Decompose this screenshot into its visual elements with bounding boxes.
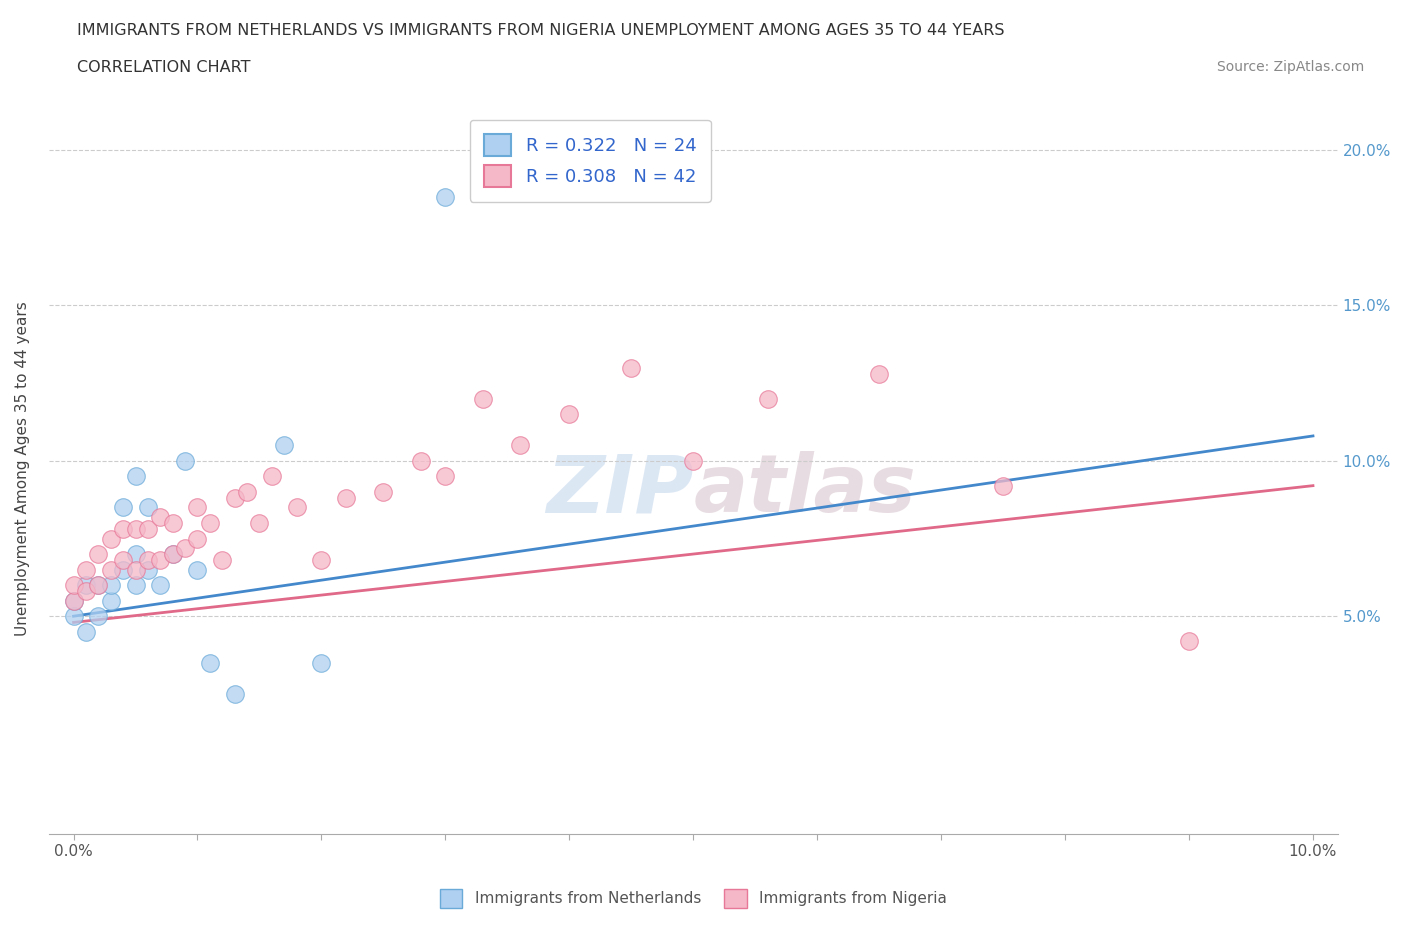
Point: [273, 438, 295, 453]
Point: [62, 593, 84, 608]
Point: [75, 578, 97, 592]
Point: [112, 500, 135, 515]
Point: [162, 515, 184, 530]
Point: [868, 366, 890, 381]
Point: [124, 469, 146, 484]
Point: [409, 453, 432, 468]
Point: [87, 578, 110, 592]
Point: [162, 547, 184, 562]
Point: [136, 522, 159, 537]
Point: [62, 609, 84, 624]
Point: [285, 500, 308, 515]
Point: [87, 578, 110, 592]
Text: CORRELATION CHART: CORRELATION CHART: [77, 60, 250, 75]
Point: [224, 686, 246, 701]
Point: [756, 392, 779, 406]
Point: [136, 552, 159, 567]
Point: [149, 552, 172, 567]
Point: [249, 515, 271, 530]
Point: [124, 522, 146, 537]
Point: [149, 578, 172, 592]
Point: [1178, 633, 1201, 648]
Point: [471, 392, 494, 406]
Point: [112, 522, 135, 537]
Point: [509, 438, 531, 453]
Point: [198, 515, 221, 530]
Point: [335, 491, 357, 506]
Point: [211, 552, 233, 567]
Legend: Immigrants from Netherlands, Immigrants from Nigeria: Immigrants from Netherlands, Immigrants …: [433, 883, 953, 914]
Point: [174, 453, 197, 468]
Text: IMMIGRANTS FROM NETHERLANDS VS IMMIGRANTS FROM NIGERIA UNEMPLOYMENT AMONG AGES 3: IMMIGRANTS FROM NETHERLANDS VS IMMIGRANT…: [77, 23, 1005, 38]
Point: [558, 406, 581, 421]
Point: [224, 491, 246, 506]
Point: [100, 578, 122, 592]
Point: [174, 540, 197, 555]
Text: Source: ZipAtlas.com: Source: ZipAtlas.com: [1216, 60, 1364, 74]
Point: [87, 609, 110, 624]
Text: atlas: atlas: [693, 451, 915, 529]
Point: [149, 510, 172, 525]
Point: [112, 552, 135, 567]
Point: [75, 562, 97, 577]
Point: [434, 469, 457, 484]
Point: [236, 485, 259, 499]
Point: [75, 584, 97, 599]
Point: [112, 562, 135, 577]
Point: [620, 360, 643, 375]
Point: [991, 478, 1014, 493]
Point: [162, 547, 184, 562]
Point: [311, 656, 333, 671]
Point: [136, 562, 159, 577]
Point: [373, 485, 395, 499]
Point: [87, 547, 110, 562]
Point: [62, 578, 84, 592]
Point: [198, 656, 221, 671]
Point: [100, 562, 122, 577]
Point: [75, 624, 97, 639]
Point: [186, 531, 208, 546]
Point: [260, 469, 283, 484]
Point: [136, 500, 159, 515]
Point: [311, 552, 333, 567]
Point: [124, 578, 146, 592]
Point: [434, 189, 457, 204]
Point: [100, 593, 122, 608]
Point: [186, 500, 208, 515]
Point: [186, 562, 208, 577]
Point: [100, 531, 122, 546]
Point: [62, 593, 84, 608]
Point: [124, 547, 146, 562]
Point: [124, 562, 146, 577]
Point: [682, 453, 704, 468]
Y-axis label: Unemployment Among Ages 35 to 44 years: Unemployment Among Ages 35 to 44 years: [15, 301, 30, 636]
Text: ZIP: ZIP: [546, 451, 693, 529]
